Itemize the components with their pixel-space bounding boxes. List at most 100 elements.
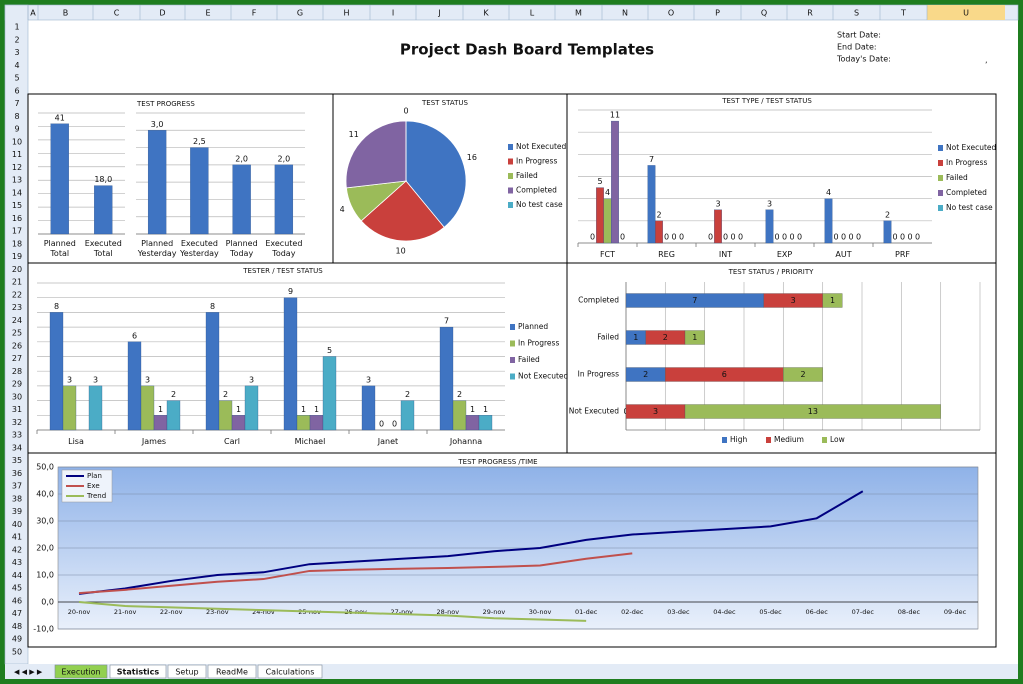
tab-nav[interactable]: ◀ ◀ ▶ ▶ [14,668,43,676]
column-header: H [343,9,349,18]
row-header: 47 [12,609,22,618]
data-label: 5 [597,177,602,186]
row-header: 2 [14,35,19,44]
x-tick-label: 09-dec [944,608,967,616]
sheet-tab[interactable] [109,664,167,679]
x-tick-label: 20-nov [68,608,91,616]
sheet-tab[interactable] [207,664,257,679]
data-label: 3,0 [151,120,164,129]
data-label: 2 [663,333,668,342]
row-header: 21 [12,278,22,287]
bar [439,326,454,431]
date-label: End Date: [837,43,877,52]
sheet-tab[interactable] [167,664,207,679]
date-label: Today's Date: [836,55,891,64]
data-label: 7 [444,317,449,326]
x-tick-label: 07-dec [852,608,875,616]
row-header: 24 [12,316,22,325]
bar [883,220,892,244]
pie-slice [405,120,467,228]
sheet-tab-label: Statistics [117,668,160,677]
data-label: 3 [653,407,658,416]
data-label: 6 [722,370,727,379]
bar [88,385,103,431]
row-header: 22 [12,290,22,299]
column-header: N [622,9,628,18]
legend-label: Failed [516,171,538,180]
chart-title: TESTER / TEST STATUS [242,267,323,275]
row-header: 36 [12,469,22,478]
data-label: 2 [885,210,890,219]
row-header: 39 [12,507,22,516]
data-label: 6 [132,331,137,340]
data-label: 0 [620,233,625,242]
row-header: 31 [12,405,22,414]
row-header: 17 [12,227,22,236]
data-label: 13 [808,407,818,416]
chart-title: TEST TYPE / TEST STATUS [721,97,812,105]
row-header: 18 [12,239,22,248]
row-header: 34 [12,443,22,452]
bar [50,123,69,235]
row-header: 40 [12,520,22,529]
data-label: 0 [915,233,920,242]
x-tick-label: 23-nov [206,608,229,616]
y-tick-label: 50,0 [36,463,54,472]
row-header: 1 [14,23,19,32]
row-header: 29 [12,380,22,389]
legend-swatch [938,145,943,151]
data-label: 18,0 [94,175,112,184]
y-tick-label: Failed [597,333,619,342]
date-label: Start Date: [837,31,881,40]
data-label: 9 [288,287,293,296]
y-tick-label: 0,0 [41,598,54,607]
data-label: 1 [483,405,488,414]
bar [478,415,493,431]
row-header: 5 [14,74,19,83]
column-header: O [668,9,674,18]
bar [655,220,663,244]
column-header: J [437,9,440,18]
data-label: 11 [610,111,620,120]
legend-swatch [508,202,513,208]
row-header: 26 [12,341,22,350]
y-tick-label: 30,0 [36,517,54,526]
x-tick-label: 08-dec [898,608,921,616]
legend-label: No test case [946,203,993,212]
column-header: P [715,9,720,18]
data-label: 41 [55,113,65,122]
legend-label: No test case [516,200,563,209]
x-tick-label: Lisa [68,437,84,446]
data-label: 8 [54,302,59,311]
row-header: 14 [12,188,22,197]
x-tick-label: 01-dec [575,608,598,616]
sheet-tab-label: Calculations [266,668,315,677]
row-header: 46 [12,596,22,605]
x-tick-label: FCT [599,250,616,259]
bar [274,164,294,235]
data-label: 3 [791,296,796,305]
column-header: S [854,9,859,18]
chart-title: TEST PROGRESS /TIME [457,458,537,466]
legend-swatch [508,173,513,179]
column-header: E [205,9,210,18]
legend-label: Completed [946,188,987,197]
column-header: D [159,9,165,18]
chart-title: TEST PROGRESS [136,100,195,108]
x-tick-label: Executed Today [265,239,303,258]
bar [361,385,376,431]
chart-title: TEST STATUS / PRIORITY [728,268,815,276]
data-label: 7 [692,296,697,305]
column-header: I [392,9,394,18]
bar [147,130,167,235]
data-label: 0 [708,233,713,242]
row-header: 45 [12,584,22,593]
sheet-tab[interactable] [54,664,108,679]
selected-column-header [927,5,1005,20]
x-tick-label: 22-nov [160,608,183,616]
x-tick-label: REG [658,250,675,259]
x-tick-label: Executed Total [84,239,122,258]
legend-label: In Progress [518,339,559,348]
sheet-tab[interactable] [257,664,323,679]
